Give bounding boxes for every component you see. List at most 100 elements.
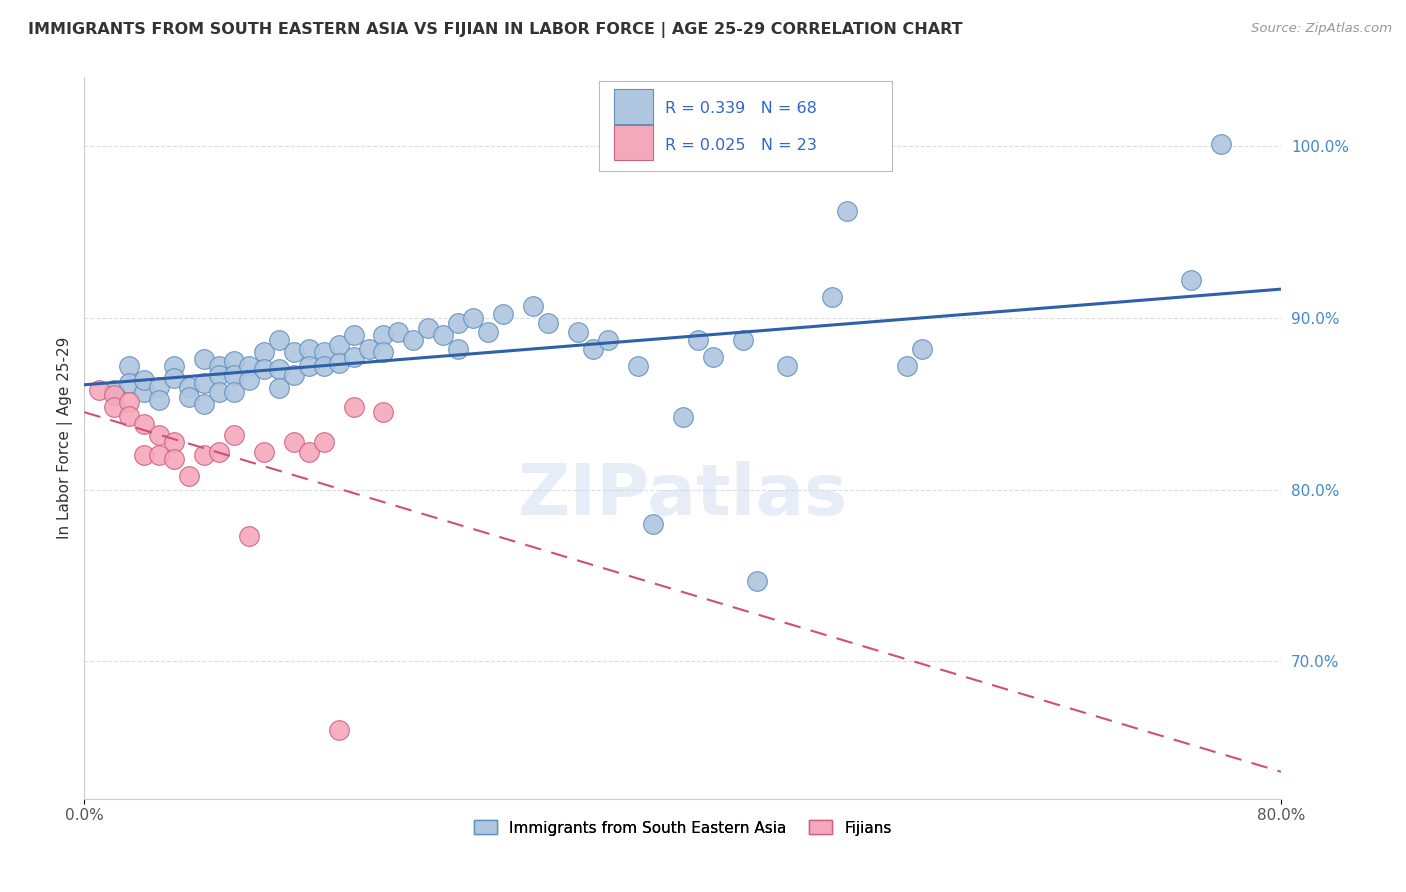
Point — [193, 352, 215, 367]
Point — [208, 445, 231, 459]
Point — [342, 328, 364, 343]
Point — [821, 290, 844, 304]
Point — [222, 368, 245, 382]
Legend: Immigrants from South Eastern Asia, Fijians: Immigrants from South Eastern Asia, Fiji… — [468, 814, 898, 842]
Point — [328, 723, 350, 737]
Y-axis label: In Labor Force | Age 25-29: In Labor Force | Age 25-29 — [58, 337, 73, 540]
Point — [103, 400, 125, 414]
Point — [253, 362, 276, 376]
Point — [177, 390, 200, 404]
Point — [103, 383, 125, 397]
Point — [686, 333, 709, 347]
Point — [627, 359, 650, 373]
Point — [672, 410, 695, 425]
Point — [238, 373, 260, 387]
Point — [387, 325, 409, 339]
Point — [103, 388, 125, 402]
Point — [118, 409, 141, 423]
Point — [1180, 273, 1202, 287]
Point — [312, 359, 335, 373]
Point — [447, 316, 470, 330]
Point — [89, 383, 111, 397]
Point — [298, 342, 321, 356]
Point — [402, 333, 425, 347]
Point — [267, 333, 290, 347]
Point — [177, 379, 200, 393]
Point — [447, 342, 470, 356]
FancyBboxPatch shape — [614, 89, 652, 124]
Point — [432, 328, 454, 343]
Point — [118, 376, 141, 391]
Point — [477, 325, 499, 339]
Point — [776, 359, 799, 373]
Point — [148, 427, 170, 442]
Point — [267, 362, 290, 376]
Point — [163, 371, 186, 385]
Point — [267, 381, 290, 395]
Point — [253, 445, 276, 459]
Point — [208, 384, 231, 399]
Point — [357, 342, 380, 356]
Point — [911, 342, 934, 356]
Point — [312, 345, 335, 359]
Text: ZIPatlas: ZIPatlas — [517, 461, 848, 531]
Text: R = 0.025   N = 23: R = 0.025 N = 23 — [665, 138, 817, 153]
Point — [298, 445, 321, 459]
Point — [373, 345, 395, 359]
Point — [328, 338, 350, 352]
Point — [702, 351, 724, 365]
Point — [134, 373, 156, 387]
Point — [492, 308, 515, 322]
Point — [118, 359, 141, 373]
Point — [641, 516, 664, 531]
Point — [118, 395, 141, 409]
Point — [312, 434, 335, 449]
Point — [567, 325, 589, 339]
Point — [208, 359, 231, 373]
Point — [896, 359, 918, 373]
Point — [418, 321, 440, 335]
Point — [193, 397, 215, 411]
Point — [222, 354, 245, 368]
Point — [328, 355, 350, 369]
Point — [193, 376, 215, 391]
Text: R = 0.339   N = 68: R = 0.339 N = 68 — [665, 101, 817, 116]
Point — [193, 448, 215, 462]
Point — [283, 434, 305, 449]
Point — [537, 316, 560, 330]
Point — [283, 345, 305, 359]
Point — [177, 469, 200, 483]
Point — [463, 310, 485, 325]
Point — [1211, 137, 1233, 152]
Text: Source: ZipAtlas.com: Source: ZipAtlas.com — [1251, 22, 1392, 36]
Point — [238, 359, 260, 373]
Point — [148, 448, 170, 462]
FancyBboxPatch shape — [599, 81, 893, 171]
Point — [596, 333, 619, 347]
Point — [222, 384, 245, 399]
Point — [163, 434, 186, 449]
FancyBboxPatch shape — [614, 125, 652, 161]
Point — [342, 351, 364, 365]
Point — [283, 368, 305, 382]
Point — [837, 204, 859, 219]
Point — [298, 359, 321, 373]
Point — [731, 333, 754, 347]
Point — [342, 400, 364, 414]
Point — [522, 299, 544, 313]
Point — [253, 345, 276, 359]
Point — [208, 368, 231, 382]
Point — [582, 342, 605, 356]
Point — [222, 427, 245, 442]
Point — [747, 574, 769, 588]
Text: IMMIGRANTS FROM SOUTH EASTERN ASIA VS FIJIAN IN LABOR FORCE | AGE 25-29 CORRELAT: IMMIGRANTS FROM SOUTH EASTERN ASIA VS FI… — [28, 22, 963, 38]
Point — [163, 359, 186, 373]
Point — [148, 379, 170, 393]
Point — [373, 405, 395, 419]
Point — [134, 384, 156, 399]
Point — [373, 328, 395, 343]
Point — [148, 393, 170, 408]
Point — [163, 451, 186, 466]
Point — [134, 448, 156, 462]
Point — [134, 417, 156, 432]
